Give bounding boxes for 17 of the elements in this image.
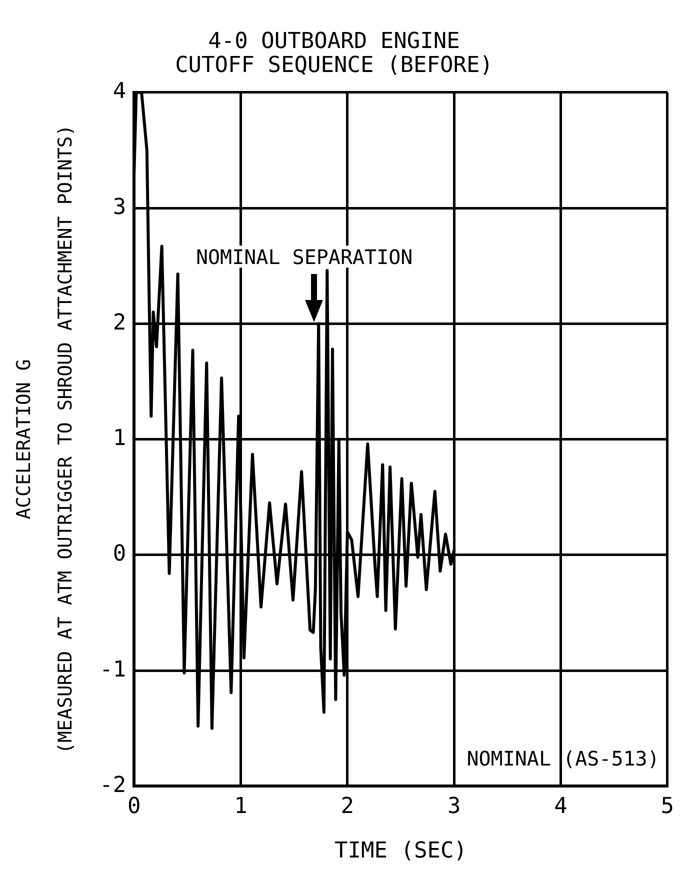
x-axis-title: TIME (SEC) bbox=[334, 838, 467, 864]
x-tick-label: 5 bbox=[660, 794, 674, 820]
x-tick-label: 2 bbox=[340, 794, 354, 820]
y-tick-label: -1 bbox=[100, 657, 126, 682]
x-tick-label: 4 bbox=[554, 794, 568, 820]
annotation: NOMINAL (AS-513) bbox=[466, 746, 660, 770]
y-axis-title: ACCELERATION G (MEASURED AT ATM OUTRIGGER TO SHROUD ATTACHMENT POINTS) bbox=[12, 124, 77, 754]
y-tick-label: -2 bbox=[100, 772, 126, 798]
y-tick-label: 1 bbox=[112, 426, 126, 452]
y-tick-label: 4 bbox=[112, 79, 126, 104]
y-tick-label: 0 bbox=[112, 542, 126, 567]
x-tick-label: 3 bbox=[447, 794, 461, 820]
y-tick-label: 3 bbox=[112, 194, 126, 220]
annotation: NOMINAL SEPARATION bbox=[196, 244, 413, 269]
x-tick-label: 1 bbox=[234, 794, 248, 820]
chart-title: 4-0 OUTBOARD ENGINE CUTOFF SEQUENCE (BEFORE) bbox=[175, 28, 493, 78]
y-tick-label: 2 bbox=[112, 310, 126, 336]
